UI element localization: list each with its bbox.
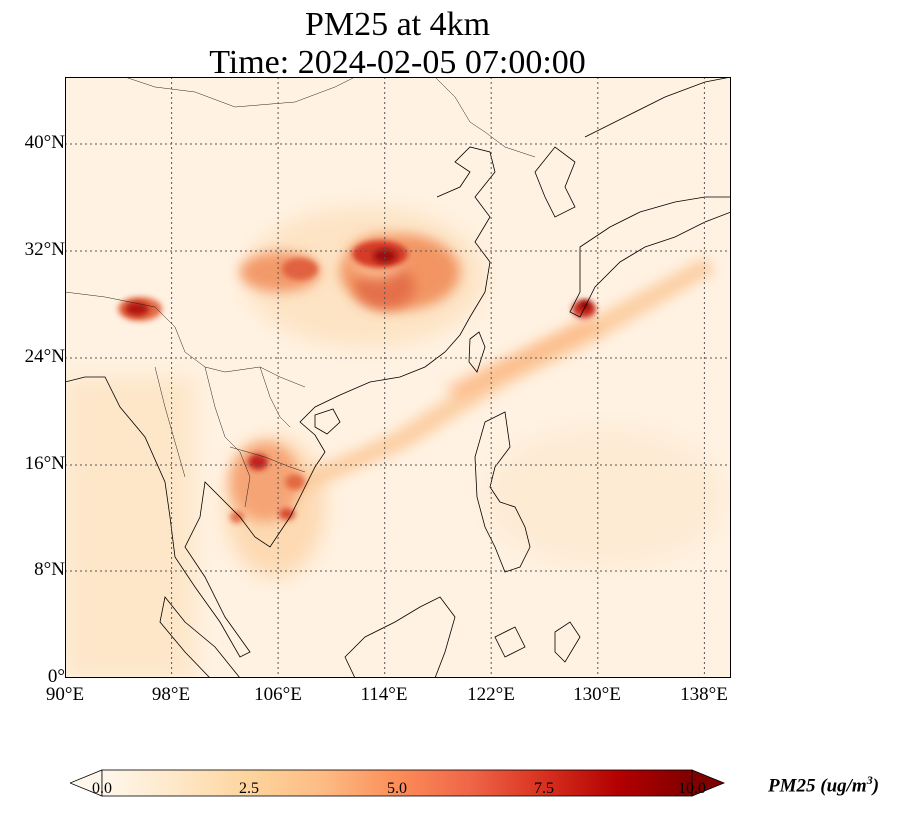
x-tick-label: 98°E (151, 684, 191, 705)
colorbar-gradient (101, 769, 693, 797)
colorbar-tick: 5.0 (387, 780, 407, 797)
colorbar-tick: 7.5 (534, 780, 554, 797)
map-frame (65, 77, 731, 678)
colorbar-tick: 10.0 (678, 780, 706, 797)
y-tick-label: 40°N (24, 132, 65, 153)
colorbar (70, 769, 726, 797)
y-tick-label: 0° (47, 666, 65, 687)
y-tick-label: 16°N (24, 453, 65, 474)
gridlines (65, 77, 731, 678)
y-tick-label: 8°N (34, 559, 65, 580)
borders (65, 77, 536, 508)
colorbar-tick: 2.5 (239, 780, 259, 797)
x-tick-label: 138°E (680, 684, 728, 705)
x-tick-label: 114°E (360, 684, 408, 705)
pm25-hotspots (118, 234, 596, 523)
colorbar-tick: 0.0 (92, 780, 112, 797)
x-tick-label: 90°E (45, 684, 85, 705)
coastlines (65, 77, 731, 678)
x-tick-label: 130°E (573, 684, 621, 705)
x-tick-label: 122°E (467, 684, 515, 705)
map-title: PM25 at 4km (304, 6, 491, 43)
map-time-subtitle: Time: 2024-02-05 07:00:00 (209, 44, 586, 81)
y-tick-label: 32°N (24, 239, 65, 260)
y-tick-label: 24°N (24, 346, 65, 367)
x-tick-label: 106°E (254, 684, 302, 705)
colorbar-label: PM25 (ug/m3) (768, 773, 880, 797)
pm25-map (65, 77, 731, 678)
colorbar-max-extend (691, 769, 726, 797)
